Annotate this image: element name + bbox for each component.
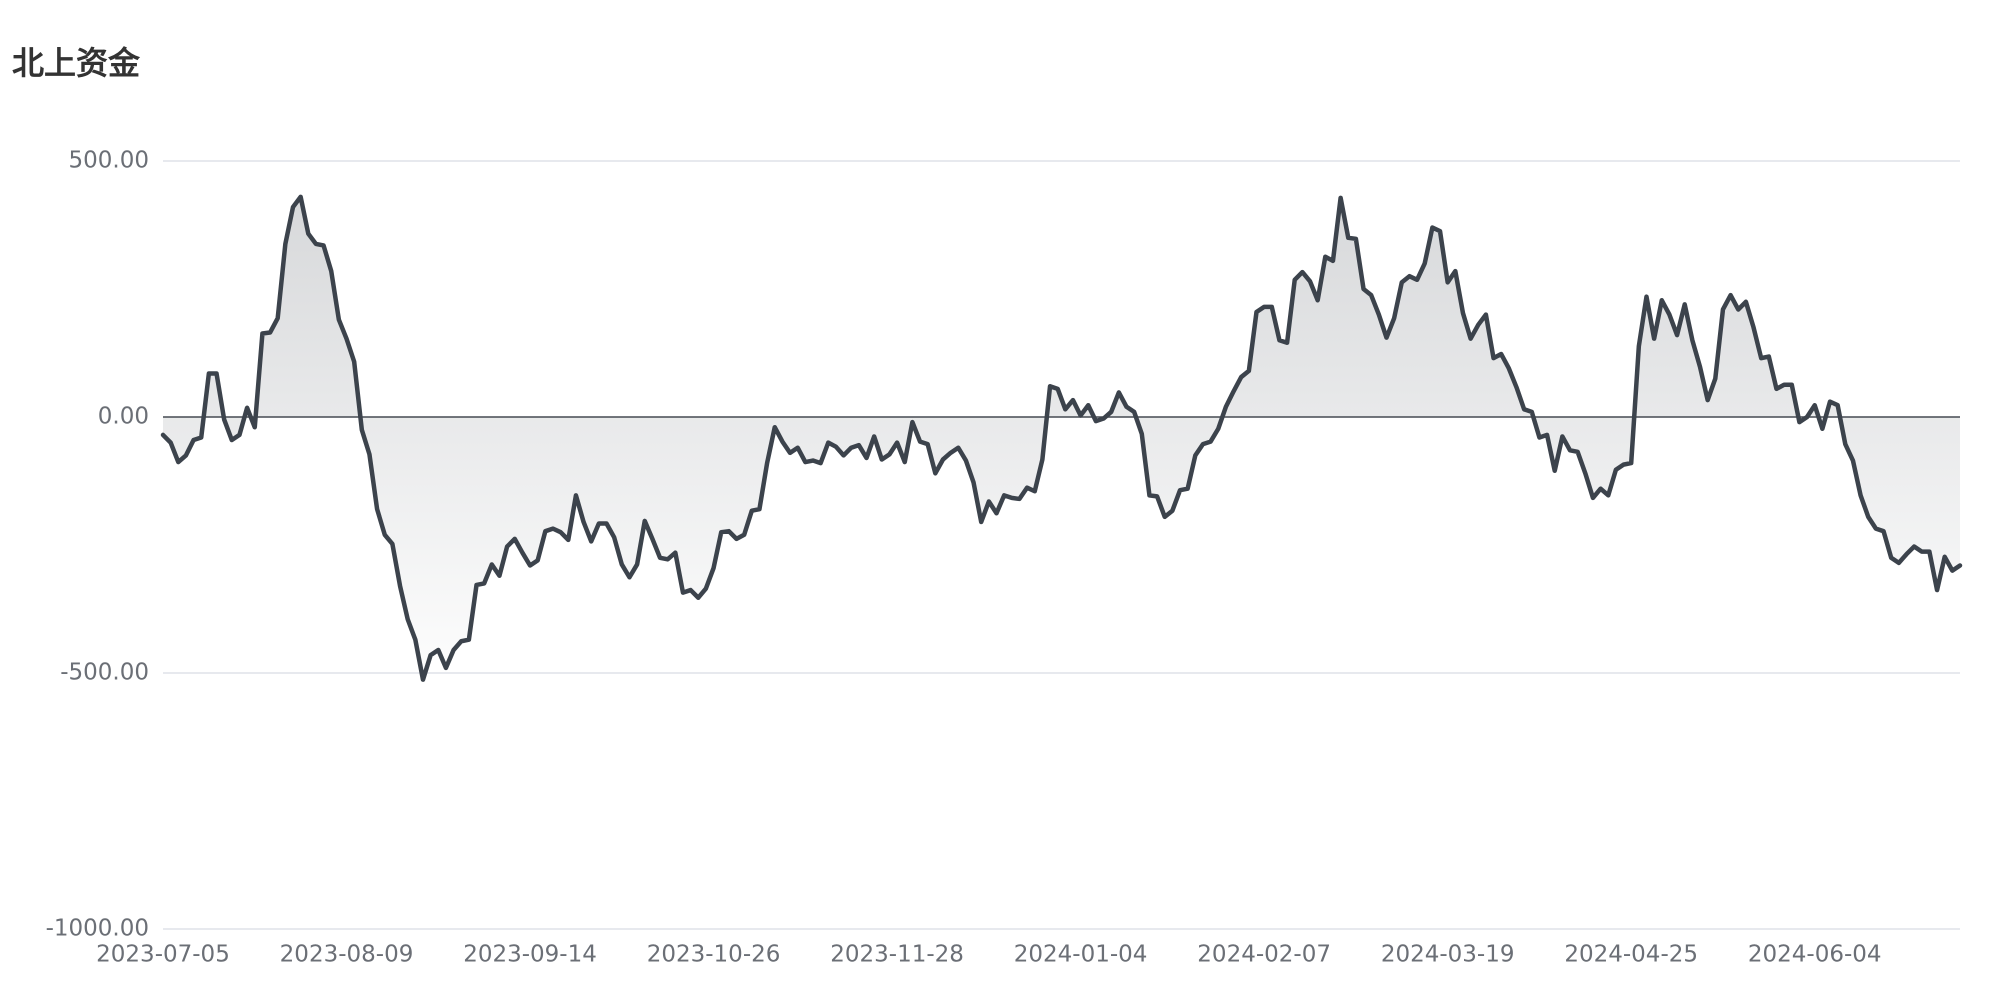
- y-tick-label: 500.00: [69, 148, 149, 174]
- x-tick-label: 2023-10-26: [647, 942, 781, 968]
- x-tick-label: 2023-09-14: [463, 942, 597, 968]
- x-tick-label: 2024-04-25: [1564, 942, 1698, 968]
- y-tick-label: -500.00: [60, 660, 149, 686]
- mark-layer: [160, 194, 1963, 682]
- y-tick-label: 0.00: [98, 404, 149, 430]
- chart-title: 北上资金: [12, 44, 141, 82]
- x-tick-label: 2024-01-04: [1014, 942, 1148, 968]
- x-tick-label: 2024-03-19: [1381, 942, 1515, 968]
- x-tick-label: 2023-07-05: [96, 942, 230, 968]
- area: [163, 196, 1960, 680]
- line: [160, 194, 1963, 682]
- x-tick-label: 2024-06-04: [1748, 942, 1882, 968]
- x-tick-label: 2023-11-28: [830, 942, 964, 968]
- x-tick-label: 2024-02-07: [1197, 942, 1331, 968]
- y-tick-label: -1000.00: [46, 916, 149, 942]
- x-tick-label: 2023-08-09: [280, 942, 414, 968]
